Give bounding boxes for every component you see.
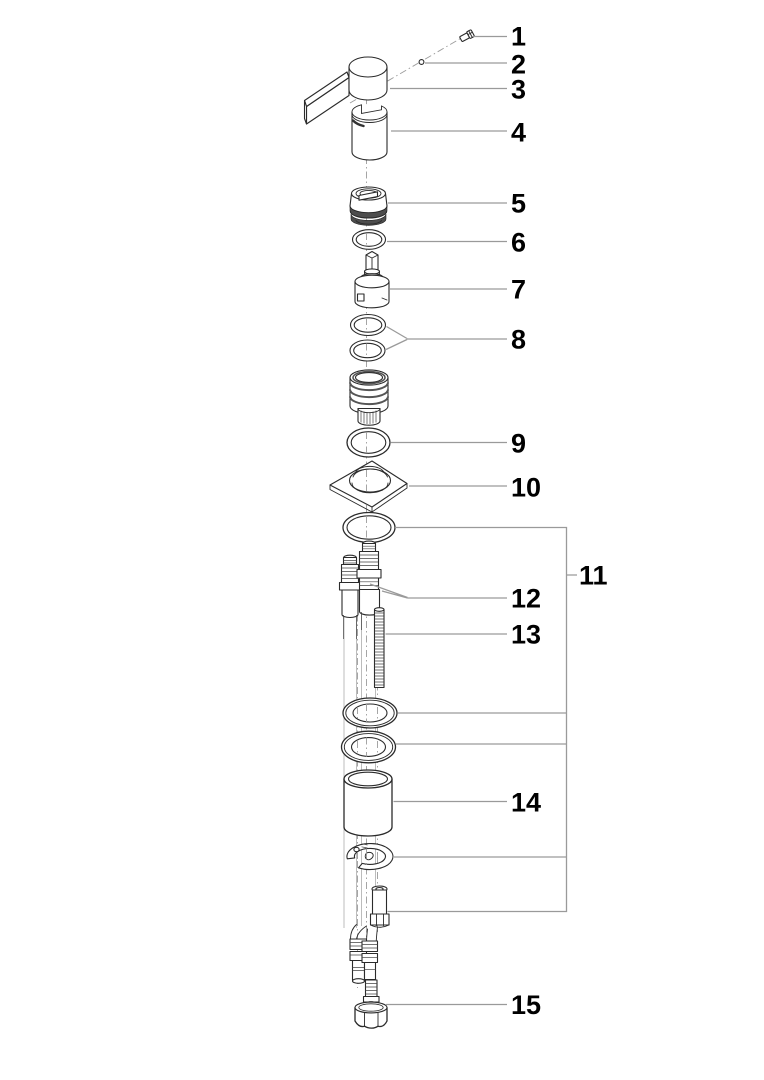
part-label-5: 5 xyxy=(511,189,526,219)
part-label-4: 4 xyxy=(511,118,526,148)
threaded-rod-part-13 xyxy=(373,607,385,689)
standoff xyxy=(369,885,390,928)
leader-8 xyxy=(385,325,507,351)
handle-sleeve-part-4 xyxy=(351,104,388,161)
leader-lines xyxy=(369,35,577,1006)
grub-screw-part-2 xyxy=(418,59,425,65)
screw-part-1 xyxy=(459,29,475,42)
part-label-8: 8 xyxy=(511,325,526,355)
right-connector xyxy=(356,540,382,616)
part-label-11: 11 xyxy=(579,561,608,591)
left-connector xyxy=(338,554,362,619)
part-label-2: 2 xyxy=(511,50,526,80)
part-label-9: 9 xyxy=(511,429,526,459)
hose-end-right xyxy=(361,926,379,981)
part-label-14: 14 xyxy=(511,788,541,818)
part-labels: 1 2 3 4 5 6 7 8 9 10 11 12 13 14 15 xyxy=(511,22,608,1021)
leader-12 xyxy=(369,583,507,599)
part-label-10: 10 xyxy=(511,473,541,503)
part-label-7: 7 xyxy=(511,275,526,305)
cartridge-part-7 xyxy=(354,250,390,309)
c-ring xyxy=(346,842,394,871)
base-o-ring xyxy=(342,511,396,544)
center-line-overlays xyxy=(357,233,378,865)
part-label-13: 13 xyxy=(511,620,541,650)
part-label-12: 12 xyxy=(511,584,541,614)
part-label-6: 6 xyxy=(511,228,526,258)
escutcheon-plate-part-10 xyxy=(329,460,408,513)
o-ring-pair-part-8 xyxy=(349,313,387,362)
part-label-3: 3 xyxy=(511,75,526,105)
part-label-1: 1 xyxy=(511,22,526,52)
o-ring-part-6 xyxy=(351,229,387,250)
washer-lower xyxy=(340,730,397,764)
spacer-cylinder-part-14 xyxy=(343,769,393,837)
part-label-15: 15 xyxy=(511,990,541,1020)
body-sleeve xyxy=(349,369,389,426)
gland-nut-part-5 xyxy=(349,186,388,226)
hose-end-left xyxy=(349,924,368,984)
lever-handle-part-3 xyxy=(303,56,388,125)
tailpiece-nut-part-15 xyxy=(354,979,388,1029)
o-ring-part-9 xyxy=(346,427,391,458)
leader-bracket-11 xyxy=(387,526,577,913)
washer-upper xyxy=(342,697,398,729)
